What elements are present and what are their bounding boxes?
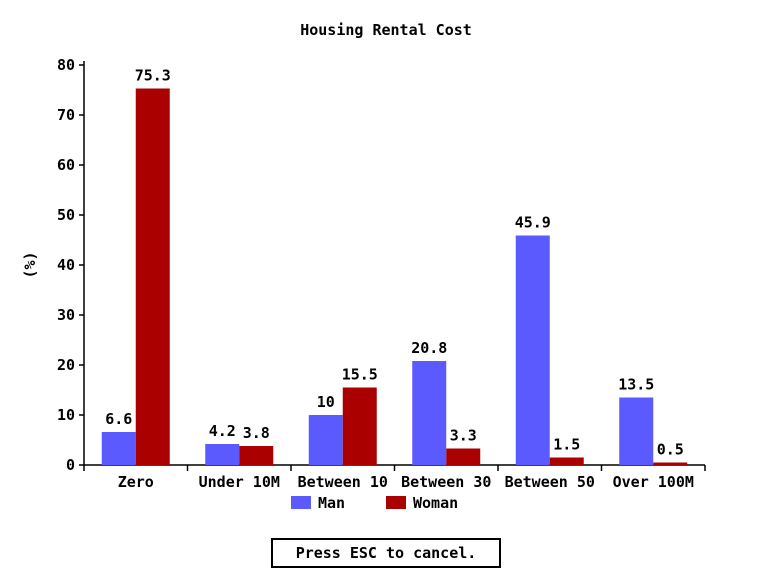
bar-woman [342, 387, 377, 465]
legend-label-woman: Woman [413, 494, 458, 512]
cancel-hint: Press ESC to cancel. [271, 538, 501, 568]
x-tick-label: Between 30 [401, 473, 491, 491]
y-tick-label: 50 [57, 206, 75, 224]
data-label-woman: 3.8 [243, 424, 270, 442]
bar-man [101, 432, 136, 465]
bar-woman [239, 446, 274, 465]
x-tick-label: Over 100M [613, 473, 694, 491]
y-tick-label: 10 [57, 406, 75, 424]
x-tick-label: Between 10 [298, 473, 388, 491]
y-tick-label: 0 [66, 456, 75, 474]
legend-swatch-man [291, 496, 311, 509]
cancel-hint-text: Press ESC to cancel. [295, 544, 477, 562]
y-tick-label: 60 [57, 156, 75, 174]
data-label-man: 4.2 [209, 422, 236, 440]
data-label-woman: 15.5 [342, 366, 378, 384]
data-label-man: 13.5 [618, 376, 654, 394]
data-label-woman: 0.5 [657, 441, 684, 459]
chart-title: Housing Rental Cost [300, 21, 472, 39]
bar-woman [549, 457, 584, 465]
data-label-man: 20.8 [411, 339, 447, 357]
bar-man [515, 235, 550, 465]
bar-man [205, 444, 240, 465]
bar-woman [653, 462, 688, 465]
data-label-woman: 75.3 [135, 67, 171, 85]
y-axis-label: (%) [21, 251, 39, 278]
y-tick-label: 40 [57, 256, 75, 274]
bar-woman [135, 88, 170, 465]
data-label-woman: 1.5 [553, 436, 580, 454]
x-tick-label: Zero [118, 473, 154, 491]
x-tick-label: Between 50 [505, 473, 595, 491]
data-label-woman: 3.3 [450, 427, 477, 445]
bar-man [619, 397, 654, 465]
y-tick-label: 70 [57, 106, 75, 124]
bar-woman [446, 448, 481, 465]
legend-swatch-woman [386, 496, 406, 509]
y-tick-label: 80 [57, 56, 75, 74]
x-tick-label: Under 10M [199, 473, 280, 491]
data-label-man: 6.6 [105, 410, 132, 428]
bar-man [412, 361, 447, 465]
bar-man [308, 415, 343, 465]
y-tick-label: 30 [57, 306, 75, 324]
data-label-man: 45.9 [515, 214, 551, 232]
data-label-man: 10 [317, 393, 335, 411]
y-tick-label: 20 [57, 356, 75, 374]
legend-label-man: Man [318, 494, 345, 512]
